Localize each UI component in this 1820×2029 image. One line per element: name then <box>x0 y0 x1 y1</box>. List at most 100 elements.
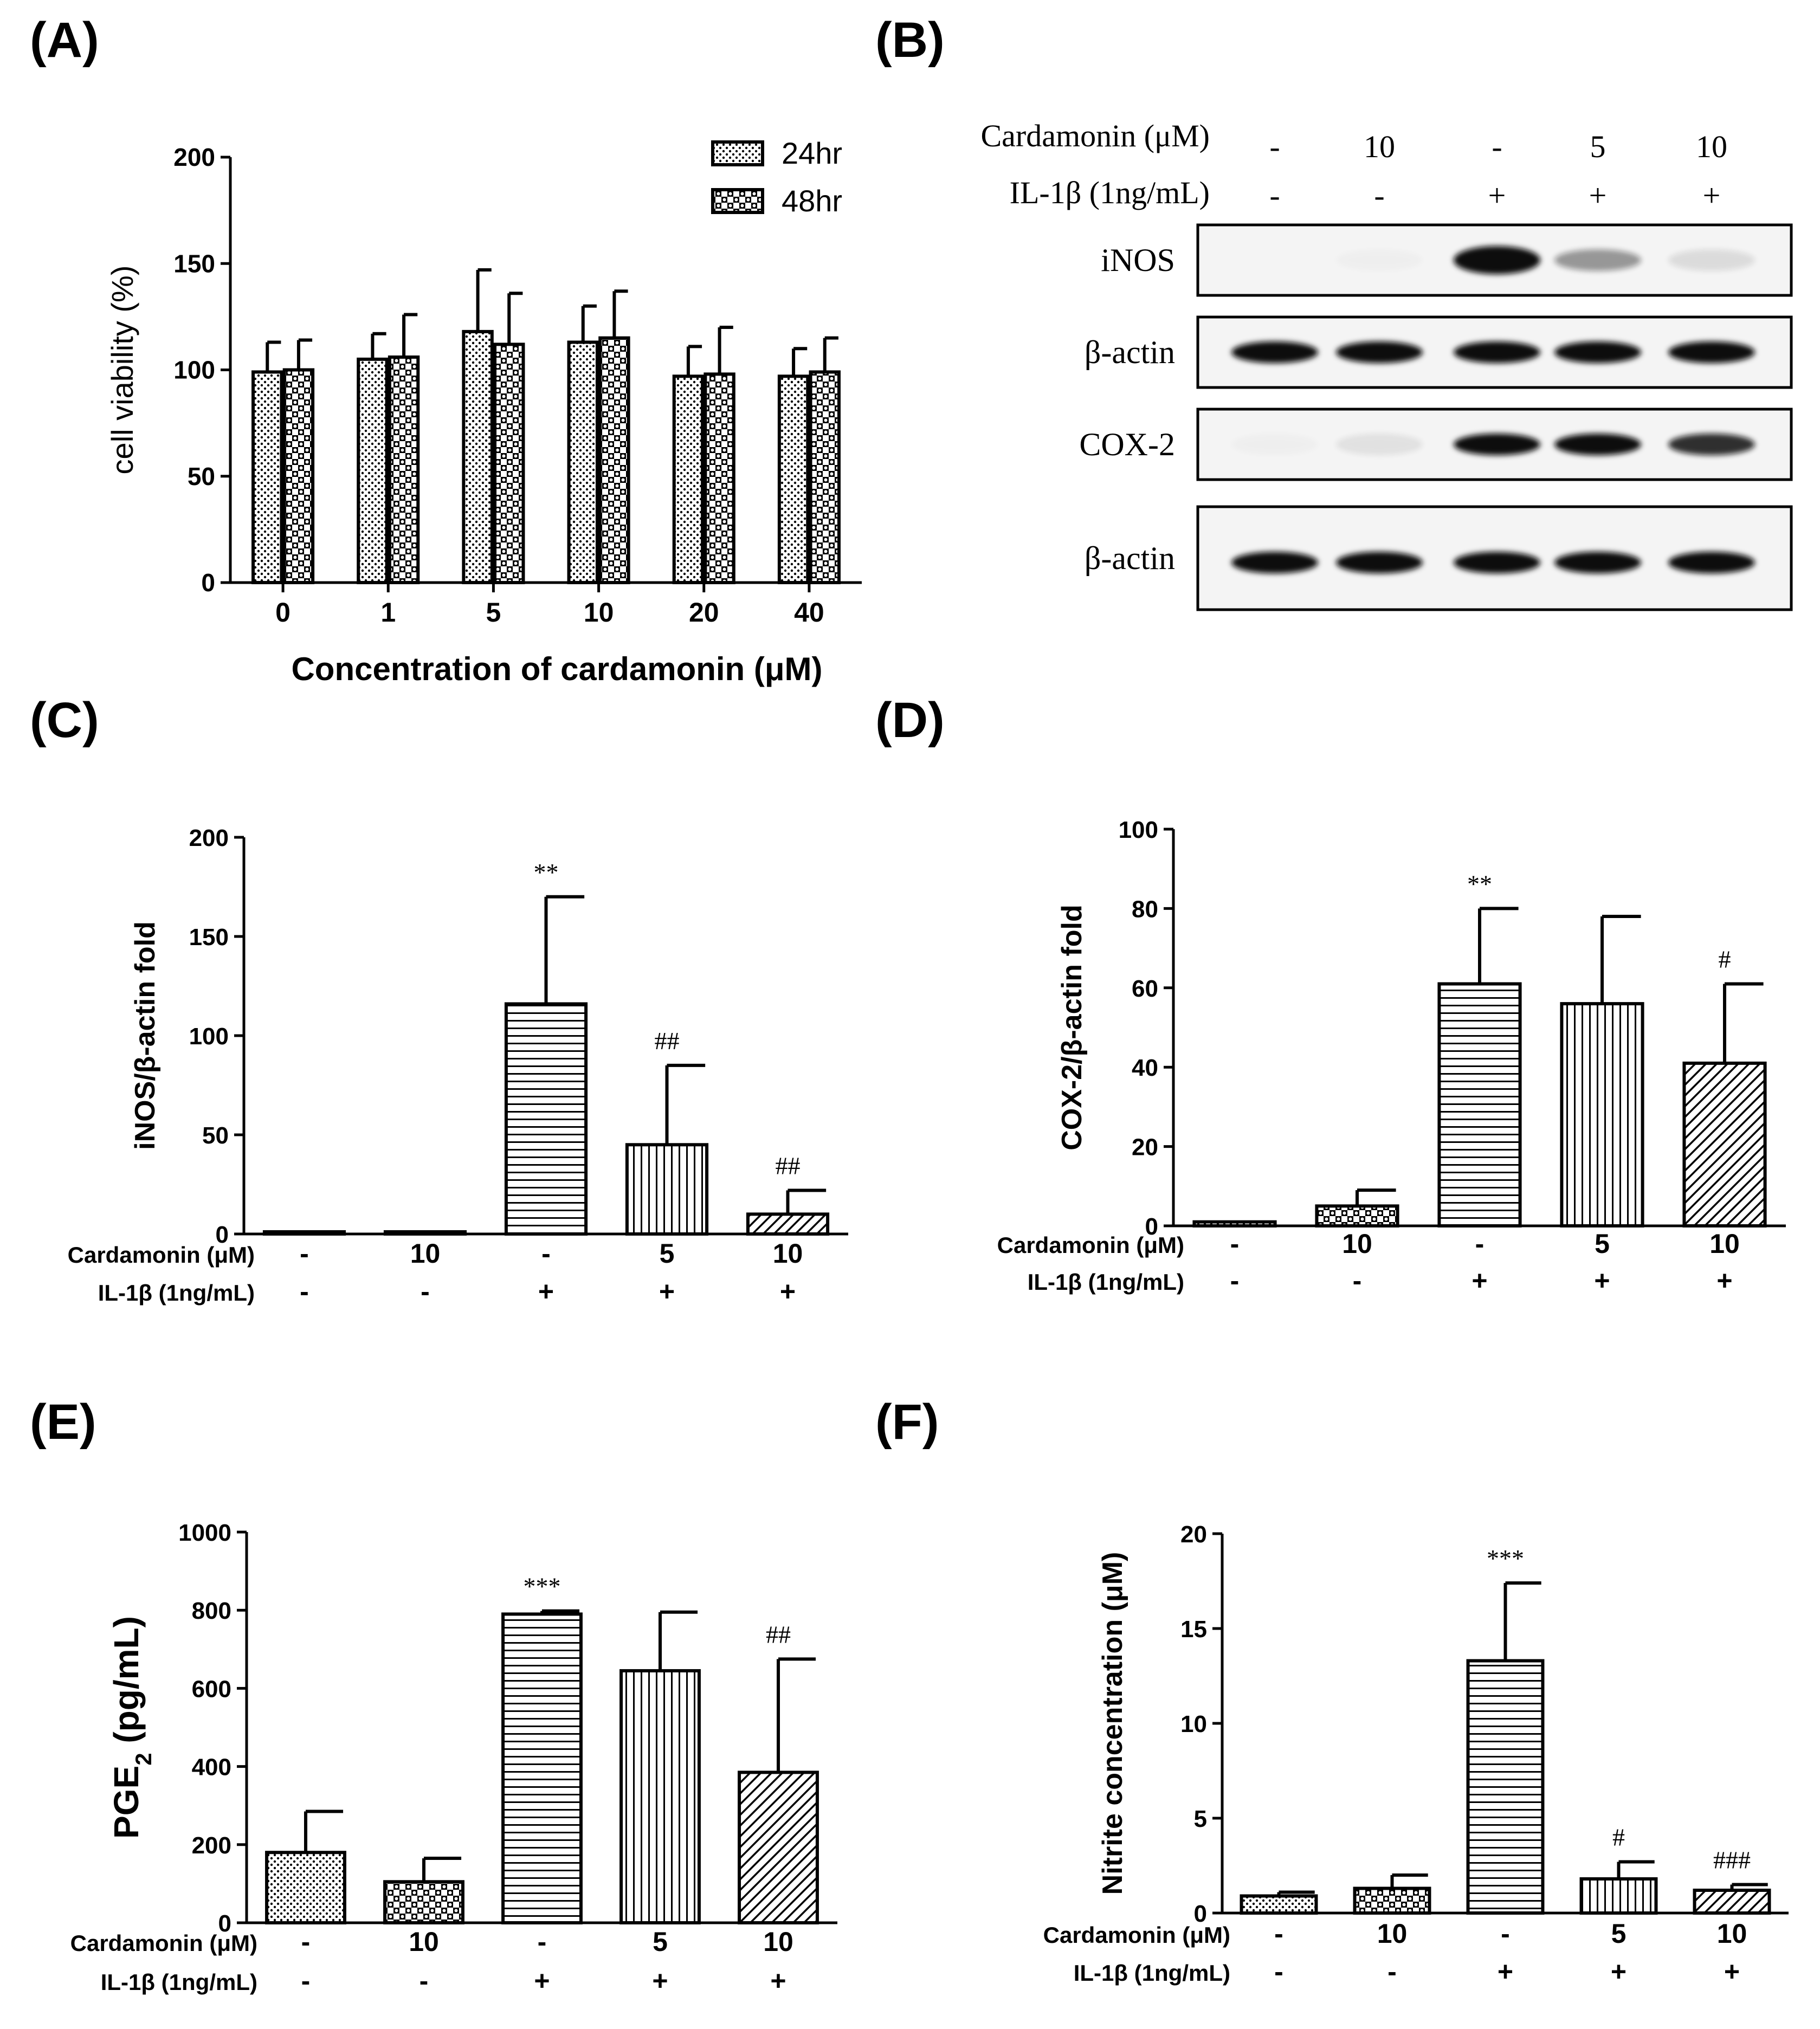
cardamonin-value: 10 <box>410 1238 441 1269</box>
panel-c-inos-chart: (C) 0 50 100 150 200 - - 10 - ** - + ## 5 + ## 10 + Cardamo… <box>30 693 848 1307</box>
il1b-value: - <box>1269 178 1280 213</box>
il1b-value: - <box>1374 178 1384 213</box>
il1b-value: + <box>1488 178 1506 213</box>
bar <box>704 372 735 584</box>
cardamonin-value: 10 <box>1709 1229 1740 1259</box>
panel-f-nitrite-chart: (F) 0 5 10 15 20 - - 10 - *** - + #5 + ### 10 + Cardamonin… <box>875 1394 1789 1987</box>
significance-label: ** <box>534 858 559 886</box>
significance-label: ### <box>1713 1846 1751 1874</box>
blot-band <box>1554 552 1641 573</box>
row-label-il1b: IL-1β (1ng/mL) <box>1010 175 1210 210</box>
blot-row-label: COX-2 <box>1079 427 1175 462</box>
il1b-value: + <box>770 1966 786 1996</box>
bar <box>1682 1061 1767 1227</box>
il1b-value: - <box>1230 1265 1240 1296</box>
y-axis-title-part: (pg/mL) <box>107 1616 146 1753</box>
significance-label: ## <box>776 1152 801 1179</box>
cardamonin-value: - <box>1269 129 1280 164</box>
x-tick-label: 10 <box>584 597 614 628</box>
y-axis-title: Nitrite concentration (μM) <box>1097 1552 1128 1895</box>
y-tick-label: 50 <box>188 462 215 490</box>
cardamonin-value: - <box>1475 1229 1485 1259</box>
bar <box>383 1880 464 1924</box>
row-label-cardamonin: Cardamonin (μM) <box>1043 1922 1230 1948</box>
blot-band <box>1454 246 1540 274</box>
y-tick-label: 40 <box>1132 1055 1158 1081</box>
blot-row-label: iNOS <box>1101 242 1175 278</box>
bar <box>619 1669 701 1925</box>
bar <box>383 1230 467 1236</box>
significance-label: # <box>1612 1824 1625 1851</box>
il1b-value: - <box>1353 1265 1362 1296</box>
cardamonin-value: - <box>301 1927 311 1957</box>
cardamonin-value: 10 <box>773 1238 803 1269</box>
cardamonin-value: - <box>538 1927 547 1957</box>
blot-row-label: β-actin <box>1085 334 1175 370</box>
blot-band <box>1668 434 1755 455</box>
y-tick-label: 15 <box>1180 1616 1207 1643</box>
row-label-cardamonin: Cardamonin (μM) <box>68 1242 255 1268</box>
y-tick-label: 100 <box>1119 817 1158 843</box>
bar <box>493 343 525 585</box>
y-tick-label: 0 <box>216 1222 229 1248</box>
row-label-il1b: IL-1β (1ng/mL) <box>98 1280 255 1306</box>
y-tick-label: 800 <box>192 1598 231 1624</box>
blot-band <box>1454 434 1540 455</box>
il1b-value: + <box>1724 1956 1740 1987</box>
bar <box>777 374 810 585</box>
row-label-il1b: IL-1β (1ng/mL) <box>1028 1269 1184 1295</box>
panel-label: (D) <box>875 693 945 748</box>
legend-label: 48hr <box>782 184 842 218</box>
panel-label: (A) <box>30 12 99 68</box>
bar <box>388 355 420 584</box>
cardamonin-value: 10 <box>1377 1918 1408 1949</box>
blot-band <box>1231 434 1318 455</box>
significance-label: ## <box>766 1620 791 1648</box>
cardamonin-value: - <box>1501 1918 1510 1949</box>
blot-band <box>1454 341 1540 363</box>
significance-label: ## <box>655 1027 680 1055</box>
bar <box>809 370 841 584</box>
bar <box>1560 1002 1644 1227</box>
il1b-value: + <box>659 1276 675 1307</box>
cardamonin-value: 5 <box>1611 1918 1627 1949</box>
y-axis-title-part: PGE <box>107 1766 146 1839</box>
panel-d-cox2-chart: (D) 0 20 40 60 80 100 - - 10 - ** - +5 + #10 + Cardamonin… <box>875 693 1786 1296</box>
cardamonin-value: 10 <box>409 1927 439 1957</box>
row-label-cardamonin: Cardamonin (μM) <box>980 118 1210 153</box>
x-axis-title: Concentration of cardamonin (μM) <box>291 651 822 687</box>
bar <box>462 329 494 584</box>
blot-band <box>1454 552 1540 573</box>
bar <box>1693 1889 1771 1915</box>
cardamonin-value: 5 <box>653 1927 668 1957</box>
cardamonin-value: 10 <box>1717 1918 1747 1949</box>
bar <box>1353 1886 1431 1915</box>
blot-row-label: β-actin <box>1085 540 1175 576</box>
bar <box>251 370 283 584</box>
il1b-value: - <box>300 1276 309 1307</box>
il1b-value: - <box>419 1966 429 1996</box>
il1b-value: - <box>1387 1956 1397 1987</box>
blot-band <box>1336 434 1423 455</box>
y-axis-title-part: 2 <box>131 1753 156 1765</box>
y-tick-label: 200 <box>173 143 215 171</box>
y-tick-label: 20 <box>1132 1134 1158 1161</box>
y-tick-label: 150 <box>189 924 229 951</box>
cardamonin-value: 5 <box>660 1238 675 1269</box>
y-tick-label: 1000 <box>178 1520 231 1546</box>
y-tick-label: 0 <box>218 1910 231 1937</box>
panel-label: (E) <box>30 1394 96 1450</box>
y-tick-label: 600 <box>192 1676 231 1702</box>
y-tick-label: 5 <box>1194 1806 1207 1832</box>
blot-band <box>1668 341 1755 363</box>
x-tick-label: 1 <box>380 597 396 628</box>
cardamonin-value: - <box>1230 1229 1240 1259</box>
panel-label: (F) <box>875 1394 939 1450</box>
y-tick-label: 60 <box>1132 975 1158 1002</box>
il1b-value: - <box>301 1966 311 1996</box>
bar <box>282 368 315 584</box>
row-label-cardamonin: Cardamonin (μM) <box>70 1930 257 1956</box>
blot-band <box>1668 552 1755 573</box>
il1b-value: - <box>1274 1956 1283 1987</box>
il1b-value: + <box>1703 178 1721 213</box>
